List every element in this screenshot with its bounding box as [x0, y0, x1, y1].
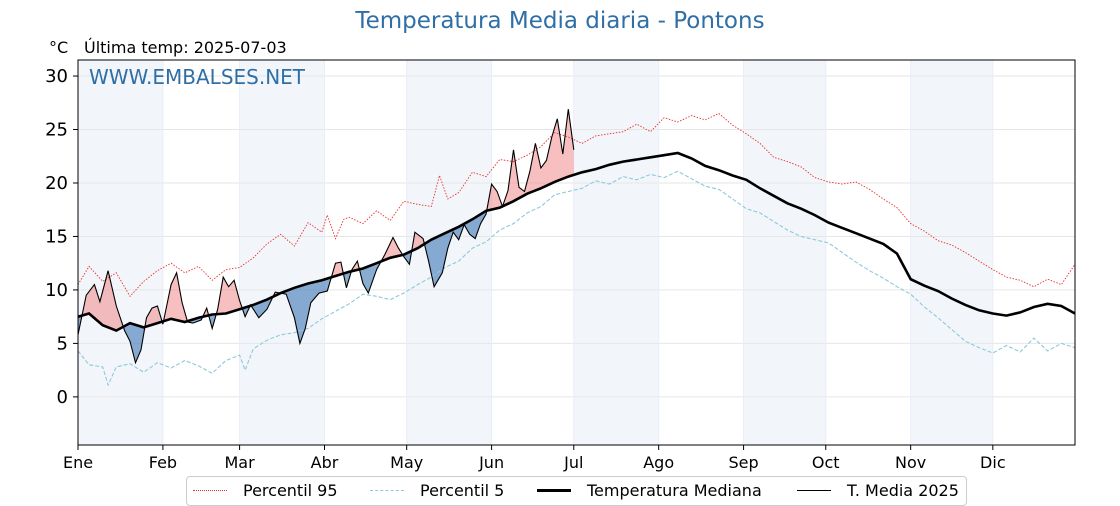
- y-tick-label-15: 15: [45, 226, 68, 247]
- legend-label-2025: T. Media 2025: [847, 481, 959, 500]
- month-bands: [78, 60, 993, 445]
- legend: Percentil 95 Percentil 5 Temperatura Med…: [186, 476, 967, 506]
- above-median-fill-5: [163, 272, 187, 322]
- legend-swatch-2025: [797, 490, 831, 491]
- x-tick-label-Abr: Abr: [311, 453, 339, 472]
- month-band-1: [239, 60, 325, 445]
- plot-frame: [77, 59, 1076, 446]
- y-tick-label-20: 20: [45, 173, 68, 194]
- legend-swatch-median: [537, 489, 571, 492]
- x-tick-label-Jul: Jul: [563, 453, 583, 472]
- y-tick-label-10: 10: [45, 280, 68, 301]
- x-tick-label-Ago: Ago: [643, 453, 674, 472]
- x-tick-label-Nov: Nov: [895, 453, 926, 472]
- below-median-fill-14: [281, 277, 331, 344]
- chart-title: Temperatura Media diaria - Pontons: [355, 8, 765, 34]
- y-tick-label-30: 30: [45, 66, 68, 87]
- x-tick-label-Ene: Ene: [63, 453, 93, 472]
- x-tick-label-May: May: [390, 453, 423, 472]
- x-tick-label-Mar: Mar: [225, 453, 256, 472]
- series-line-0: [77, 112, 1076, 298]
- below-median-fill-22: [424, 210, 487, 287]
- below-median-fill-12: [251, 297, 273, 318]
- x-tick-label-Jun: Jun: [478, 453, 504, 472]
- y-tick-label-0: 0: [57, 387, 68, 408]
- y-tick-label-5: 5: [57, 333, 68, 354]
- legend-swatch-p5: [370, 490, 404, 491]
- watermark: WWW.EMBALSES.NET: [89, 65, 306, 89]
- y-axis: 0 5 10 15 20 25 30: [45, 66, 78, 408]
- legend-label-p5: Percentil 5: [420, 481, 505, 500]
- month-band-0: [78, 60, 163, 445]
- legend-label-p95: Percentil 95: [243, 481, 338, 500]
- x-tick-label-Oct: Oct: [812, 453, 840, 472]
- x-tick-label-Dic: Dic: [980, 453, 1006, 472]
- legend-swatch-p95: [193, 490, 227, 491]
- below-median-fill-18: [359, 261, 381, 294]
- above-median-fill-3: [145, 306, 162, 327]
- grid-lines: [77, 60, 1075, 445]
- unit-label: °C: [49, 38, 69, 57]
- month-band-5: [910, 60, 993, 445]
- below-median-fill-8: [208, 314, 216, 329]
- last-temp-label: Última temp: 2025-07-03: [84, 38, 287, 57]
- month-band-3: [573, 60, 659, 445]
- x-tick-label-Feb: Feb: [149, 453, 177, 472]
- y-tick-label-25: 25: [45, 120, 68, 141]
- month-band-2: [406, 60, 492, 445]
- series-lines: [77, 109, 1076, 387]
- series-line-3: [77, 109, 575, 365]
- legend-label-median: Temperatura Mediana: [587, 481, 762, 500]
- month-band-4: [743, 60, 826, 445]
- series-line-1: [77, 170, 1076, 387]
- x-axis: Ene Feb Mar Abr May Jun Jul Ago Sep Oct Nov Dic: [63, 445, 1006, 472]
- x-tick-label-Sep: Sep: [729, 453, 759, 472]
